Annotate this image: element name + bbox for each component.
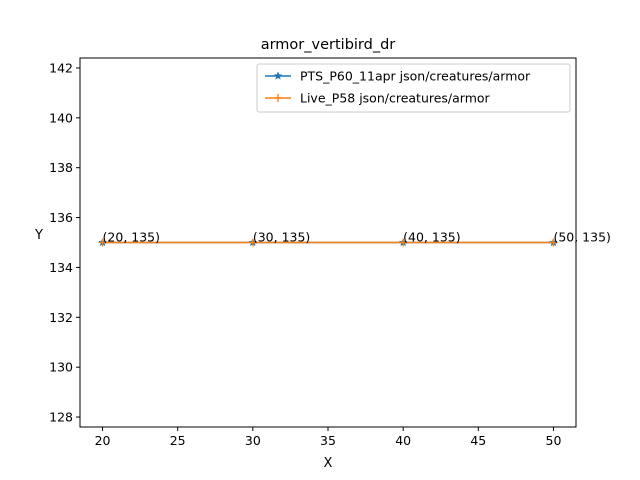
y-tick-label: 134 — [49, 260, 73, 275]
legend-label: PTS_P60_11apr json/creatures/armor — [300, 69, 531, 84]
point-annotation: (50, 135) — [553, 230, 610, 245]
series-2-point — [549, 238, 558, 247]
legend-marker — [273, 71, 283, 80]
point-annotation: (30, 135) — [253, 230, 310, 245]
legend-box — [256, 63, 571, 113]
x-tick-label: 45 — [470, 433, 486, 448]
legend: PTS_P60_11apr json/creatures/armor Live_P… — [256, 63, 571, 113]
point-annotation: (20, 135) — [103, 230, 160, 245]
series-2-point — [399, 238, 408, 247]
point-annotation: (40, 135) — [403, 230, 460, 245]
y-axis-label: Y — [34, 228, 43, 243]
x-tick-label: 35 — [320, 433, 336, 448]
plot-area: (20, 135) (30, 135) (40, 135) (50, 135) — [98, 230, 611, 247]
x-tick-label: 25 — [170, 433, 186, 448]
legend-marker — [274, 94, 282, 102]
y-tick-label: 132 — [49, 310, 73, 325]
y-tick-label: 138 — [49, 160, 73, 175]
y-tick-label: 140 — [49, 110, 73, 125]
x-tick-label: 40 — [395, 433, 411, 448]
y-tick-label: 128 — [49, 410, 73, 425]
y-tick-label: 136 — [49, 210, 73, 225]
y-tick-label: 130 — [49, 360, 73, 375]
x-tick-label: 30 — [245, 433, 261, 448]
y-tick-label: 142 — [49, 60, 73, 75]
x-tick-label: 20 — [95, 433, 111, 448]
x-tick-label: 50 — [546, 433, 562, 448]
series-2-point — [98, 238, 107, 247]
y-axis: 128 130 132 134 136 138 140 142 — [49, 60, 80, 425]
series-2-point — [248, 238, 257, 247]
x-axis: 20 25 30 35 40 45 50 — [95, 427, 562, 448]
chart-title: armor_vertibird_dr — [261, 37, 396, 53]
legend-label: Live_P58 json/creatures/armor — [300, 91, 491, 106]
x-axis-label: X — [324, 456, 333, 471]
